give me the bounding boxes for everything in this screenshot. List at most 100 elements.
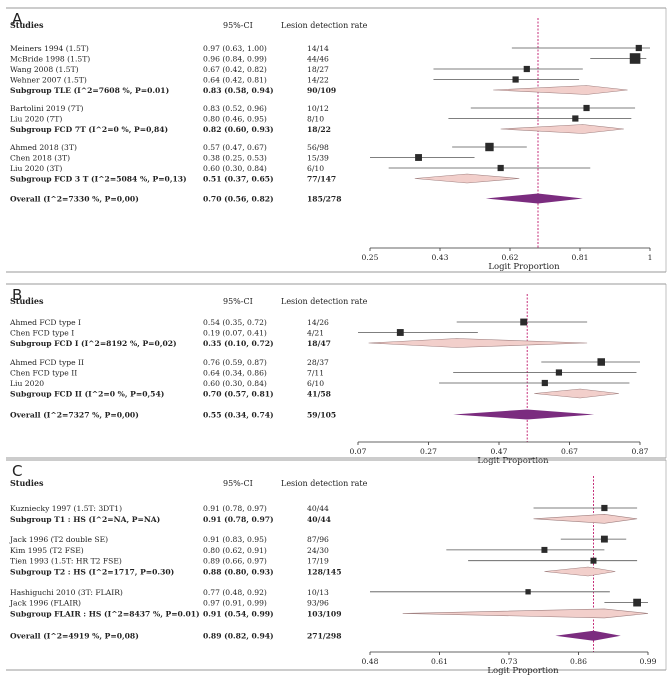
study-label: Ahmed FCD type I	[9, 318, 81, 327]
subgroup-ci-value: 0.35 (0.10, 0.72)	[203, 339, 274, 348]
subgroup-ci-value: 0.91 (0.78, 0.97)	[203, 515, 274, 524]
overall-diamond	[555, 630, 621, 641]
x-tick-label: 0.43	[432, 253, 449, 262]
subgroup-ci-value: 0.91 (0.54, 0.99)	[203, 609, 274, 618]
study-point-marker	[541, 546, 548, 553]
study-rate-value: 14/22	[307, 76, 329, 85]
x-tick-label: 0.81	[572, 253, 589, 262]
subgroup-rate-value: 128/145	[307, 568, 341, 577]
study-point-marker	[597, 358, 605, 366]
study-rate-value: 7/11	[307, 369, 324, 378]
subgroup-label: Subgroup FLAIR : HS (I^2=8437 %, P=0.01)	[10, 609, 200, 618]
column-header-ci: 95%-CI	[223, 21, 253, 30]
study-ci-value: 0.57 (0.47, 0.67)	[203, 143, 267, 152]
study-ci-value: 0.64 (0.42, 0.81)	[203, 76, 267, 85]
study-label: Jack 1996 (FLAIR)	[9, 599, 81, 608]
study-point-marker	[555, 369, 563, 376]
study-ci-value: 0.60 (0.30, 0.84)	[203, 164, 267, 173]
study-rate-value: 28/37	[307, 358, 329, 367]
overall-diamond	[485, 193, 583, 204]
study-rate-value: 93/96	[307, 599, 329, 608]
study-label: Kuzniecky 1997 (1.5T: 3DT1)	[10, 504, 122, 513]
study-ci-value: 0.96 (0.84, 0.99)	[203, 55, 267, 64]
study-ci-value: 0.80 (0.62, 0.91)	[203, 546, 267, 555]
study-rate-value: 6/10	[307, 379, 324, 388]
study-label: Wehner 2007 (1.5T)	[10, 76, 87, 85]
x-tick-label: 0.87	[632, 447, 649, 456]
study-rate-value: 4/21	[307, 329, 324, 338]
study-point-marker	[572, 115, 579, 122]
subgroup-diamond	[533, 513, 638, 524]
subgroup-ci-value: 0.83 (0.58, 0.94)	[203, 86, 274, 95]
subgroup-ci-value: 0.82 (0.60, 0.93)	[203, 125, 274, 134]
study-point-marker	[600, 535, 608, 543]
study-label: Tien 1993 (1.5T: HR T2 FSE)	[10, 557, 122, 566]
study-label: Liu 2020 (7T)	[10, 115, 62, 124]
panel-letter: C	[12, 462, 22, 480]
x-tick-label: 1	[648, 253, 653, 262]
study-rate-value: 87/96	[307, 535, 329, 544]
study-rate-value: 18/27	[307, 65, 329, 74]
column-header-rate: Lesion detection rate	[281, 297, 368, 306]
column-header-studies: Studies	[10, 296, 44, 306]
study-rate-value: 56/98	[307, 143, 329, 152]
study-ci-value: 0.64 (0.34, 0.86)	[203, 369, 267, 378]
study-label: Liu 2020 (3T)	[10, 164, 62, 173]
study-ci-value: 0.77 (0.48, 0.92)	[203, 588, 267, 597]
subgroup-diamond	[493, 85, 628, 95]
study-point-marker	[583, 104, 590, 112]
study-ci-value: 0.67 (0.42, 0.82)	[203, 65, 267, 74]
x-tick-label: 0.62	[502, 253, 519, 262]
study-ci-value: 0.91 (0.78, 0.97)	[203, 504, 267, 513]
study-rate-value: 24/30	[307, 546, 329, 555]
study-label: Bartolini 2019 (7T)	[10, 104, 84, 113]
study-label: Wang 2008 (1.5T)	[10, 65, 79, 74]
overall-label: Overall (I^2=7330 %, P=0,00)	[10, 195, 139, 204]
subgroup-rate-value: 18/22	[307, 125, 331, 134]
subgroup-diamond	[544, 566, 616, 577]
study-ci-value: 0.89 (0.66, 0.97)	[203, 557, 267, 566]
overall-rate-value: 59/105	[307, 411, 336, 420]
overall-label: Overall (I^2=4919 %, P=0,08)	[10, 632, 139, 641]
study-point-marker	[601, 504, 608, 512]
subgroup-label: Subgroup FCD 3 T (I^2=5084 %, P=0,13)	[10, 175, 187, 184]
subgroup-ci-value: 0.70 (0.57, 0.81)	[203, 390, 274, 399]
x-tick-label: 0.73	[501, 657, 518, 666]
subgroup-diamond	[534, 388, 619, 399]
overall-ci-value: 0.70 (0.56, 0.82)	[203, 195, 274, 204]
study-point-marker	[485, 142, 494, 152]
study-point-marker	[415, 154, 422, 161]
study-rate-value: 44/46	[307, 55, 329, 64]
study-label: Kim 1995 (T2 FSE)	[10, 546, 84, 555]
subgroup-diamond	[368, 338, 588, 348]
study-point-marker	[541, 379, 548, 387]
overall-ci-value: 0.55 (0.34, 0.74)	[203, 411, 274, 420]
overall-label: Overall (I^2=7327 %, P=0,00)	[10, 411, 139, 420]
x-axis-title: Logit Proportion	[477, 456, 549, 466]
study-point-marker	[396, 329, 404, 336]
overall-rate-value: 185/278	[307, 195, 341, 204]
study-rate-value: 10/13	[307, 588, 329, 597]
x-tick-label: 0.47	[491, 447, 508, 456]
subgroup-label: Subgroup T2 : HS (I^2=1717, P=0.30)	[10, 568, 174, 577]
study-rate-value: 15/39	[307, 154, 329, 163]
x-tick-label: 0.61	[431, 657, 448, 666]
study-rate-value: 14/14	[307, 44, 329, 53]
subgroup-ci-value: 0.51 (0.37, 0.65)	[203, 175, 274, 184]
study-point-marker	[633, 598, 641, 607]
study-label: Chen 2018 (3T)	[10, 154, 70, 163]
study-ci-value: 0.60 (0.30, 0.84)	[203, 379, 267, 388]
study-label: Jack 1996 (T2 double SE)	[9, 535, 108, 544]
subgroup-diamond	[500, 124, 624, 134]
study-point-marker	[629, 53, 641, 64]
subgroup-label: Subgroup FCD II (I^2=0 %, P=0,54)	[10, 390, 164, 399]
study-label: Meiners 1994 (1.5T)	[10, 44, 89, 53]
study-label: Liu 2020	[10, 379, 44, 388]
study-ci-value: 0.97 (0.63, 1.00)	[203, 44, 267, 53]
study-ci-value: 0.83 (0.52, 0.96)	[203, 104, 267, 113]
study-ci-value: 0.97 (0.91, 0.99)	[203, 599, 267, 608]
column-header-rate: Lesion detection rate	[281, 21, 368, 30]
subgroup-label: Subgroup FCD I (I^2=8192 %, P=0,02)	[10, 339, 177, 348]
